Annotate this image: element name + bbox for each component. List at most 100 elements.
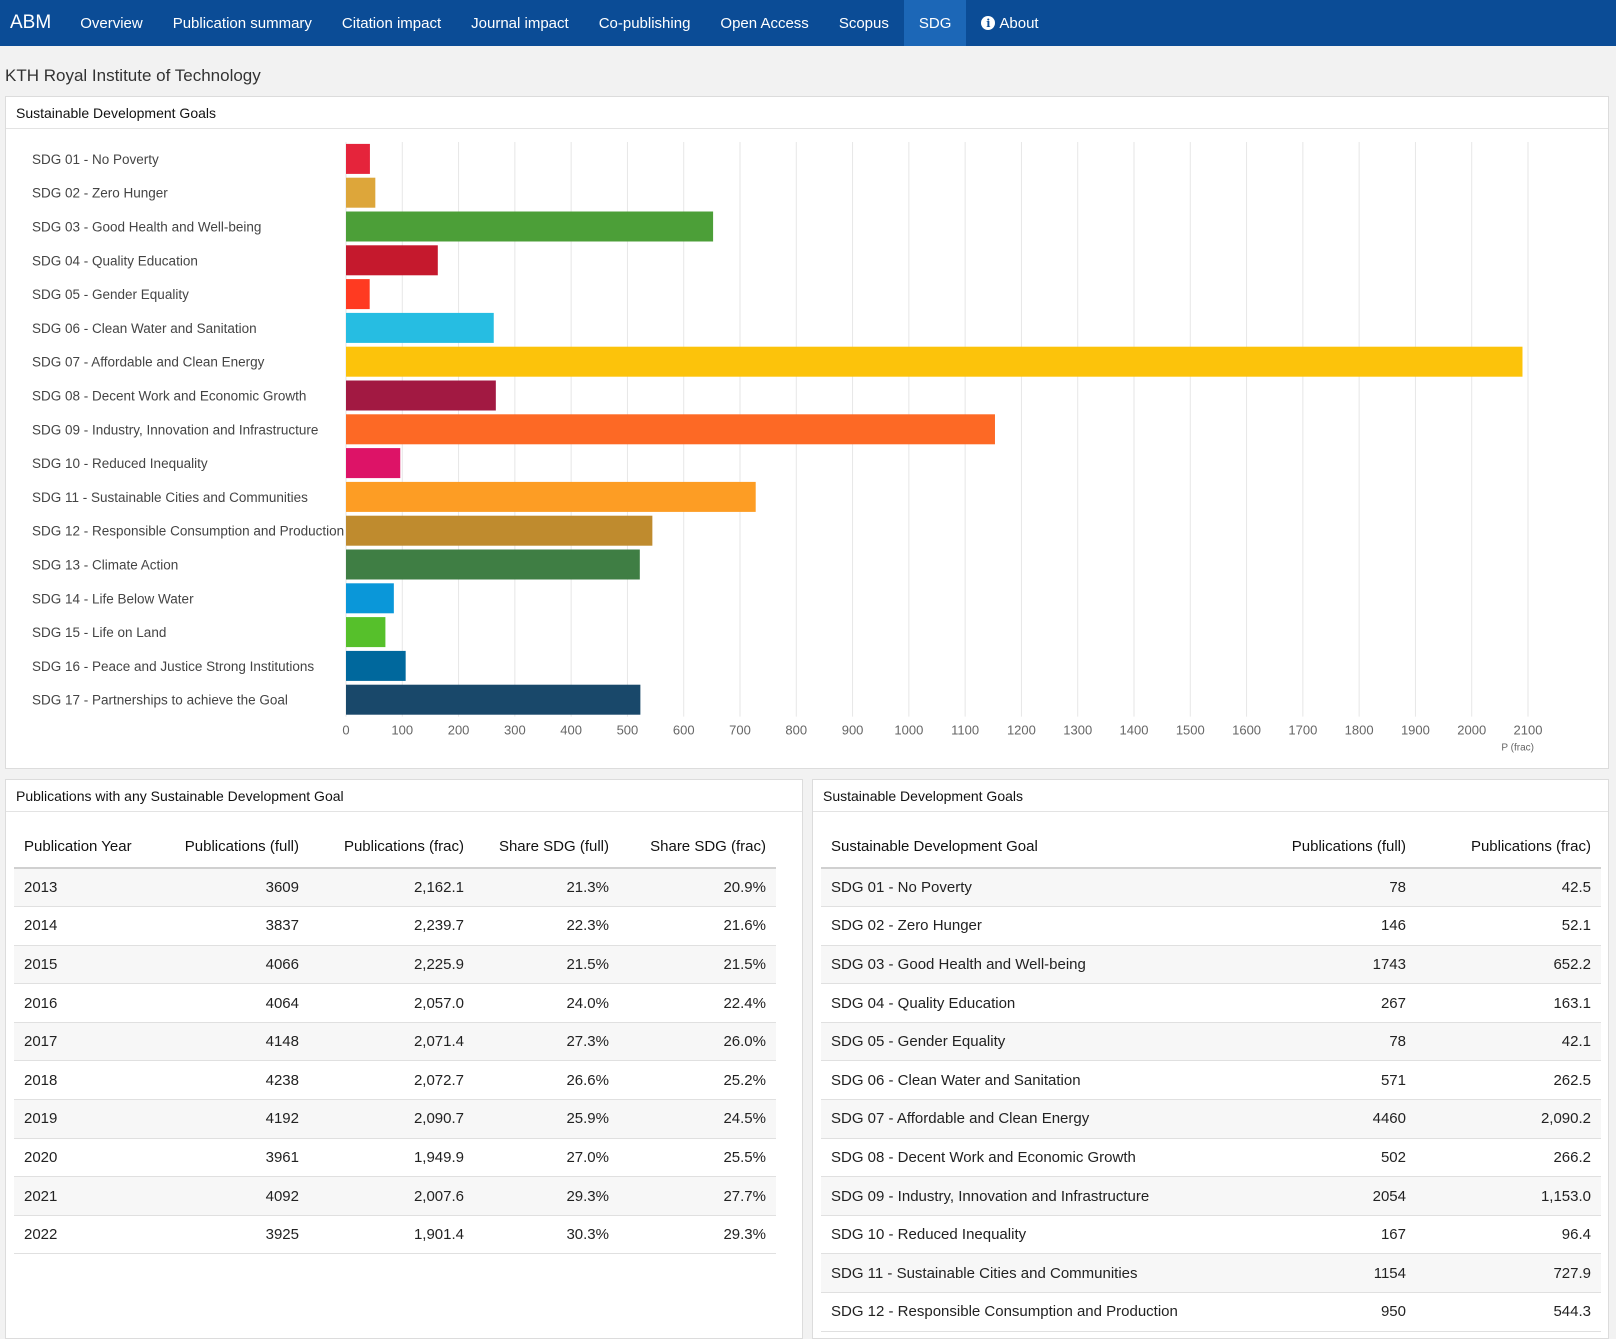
table-cell: SDG 05 - Gender Equality <box>821 1022 1251 1062</box>
bar <box>346 650 406 681</box>
table-cell: 30.3% <box>474 1215 619 1255</box>
bar <box>346 143 370 174</box>
nav-sdg[interactable]: SDG <box>903 0 967 46</box>
nav-publication-summary[interactable]: Publication summary <box>172 14 312 32</box>
nav-journal-impact[interactable]: Journal impact <box>471 14 569 32</box>
column-header[interactable]: Publications (full) <box>164 826 309 869</box>
x-tick-label: 2100 <box>1514 723 1543 738</box>
table-cell: 2,057.0 <box>309 983 474 1023</box>
bar <box>346 481 756 512</box>
category-label: SDG 09 - Industry, Innovation and Infras… <box>32 422 318 437</box>
nav-open-access[interactable]: Open Access <box>720 14 809 32</box>
x-tick-label: 200 <box>448 723 470 738</box>
x-tick-label: 1900 <box>1401 723 1430 738</box>
table-cell: 146 <box>1251 906 1416 946</box>
table-cell: 502 <box>1251 1138 1416 1178</box>
category-label: SDG 14 - Life Below Water <box>32 591 194 606</box>
category-label: SDG 16 - Peace and Justice Strong Instit… <box>32 659 314 674</box>
table-cell: 2020 <box>14 1138 164 1178</box>
column-header[interactable]: Share SDG (frac) <box>619 826 776 869</box>
table-cell: 4460 <box>1251 1099 1416 1139</box>
table-cell: 167 <box>1251 1215 1416 1255</box>
nav-co-publishing[interactable]: Co-publishing <box>598 14 691 32</box>
bar <box>346 684 641 715</box>
publications-table: Publication Year Publications (full) Publi… <box>14 826 776 1255</box>
table-cell: 262.5 <box>1416 1060 1601 1101</box>
table-row: 2014 3837 2,239.7 22.3% 21.6% <box>14 906 776 946</box>
x-tick-label: 1200 <box>1007 723 1036 738</box>
table-row: 2013 3609 2,162.1 21.3% 20.9% <box>14 868 776 908</box>
bar <box>346 448 401 479</box>
nav-overview[interactable]: Overview <box>80 14 143 32</box>
column-header[interactable]: Publication Year <box>14 826 164 869</box>
table-cell: 24.5% <box>619 1099 776 1139</box>
table-cell: 2,162.1 <box>309 868 474 908</box>
nav-citation-impact[interactable]: Citation impact <box>341 14 442 32</box>
table-cell: 78 <box>1251 1022 1416 1062</box>
table-row: SDG 03 - Good Health and Well-being 1743 6… <box>821 945 1601 985</box>
x-tick-label: 600 <box>673 723 695 738</box>
column-header[interactable]: Publications (frac) <box>309 826 474 869</box>
column-header[interactable]: Publications (frac) <box>1416 826 1601 869</box>
table-cell: 26.0% <box>619 1022 776 1062</box>
nav-about[interactable]: i About <box>966 0 1053 46</box>
x-tick-label: 700 <box>729 723 751 738</box>
table-cell: 27.3% <box>474 1022 619 1062</box>
x-tick-label: 900 <box>842 723 864 738</box>
table-cell: 24.0% <box>474 983 619 1023</box>
table-row: SDG 11 - Sustainable Cities and Communit… <box>821 1253 1601 1294</box>
table-cell: 4092 <box>164 1176 309 1216</box>
sdg-chart-card: Sustainable Development Goals 0 100 200 300… <box>5 96 1609 769</box>
top-navbar: ABM Overview Publication summary Citatio… <box>0 0 1616 46</box>
table-cell: 4066 <box>164 945 309 985</box>
column-header[interactable]: Share SDG (full) <box>474 826 619 869</box>
table-cell: 4238 <box>164 1060 309 1101</box>
table-cell: 1,901.4 <box>309 1215 474 1255</box>
table-cell: SDG 09 - Industry, Innovation and Infras… <box>821 1176 1251 1216</box>
table-cell: 3961 <box>164 1138 309 1178</box>
table-cell: 78 <box>1251 868 1416 908</box>
bar <box>346 279 370 310</box>
table-cell: 25.5% <box>619 1138 776 1178</box>
category-label: SDG 03 - Good Health and Well-being <box>32 220 261 235</box>
nav-scopus[interactable]: Scopus <box>838 14 889 32</box>
x-tick-label: 1100 <box>951 723 979 738</box>
table-row: 2017 4148 2,071.4 27.3% 26.0% <box>14 1022 776 1062</box>
table-cell: SDG 01 - No Poverty <box>821 868 1251 908</box>
table-cell: 727.9 <box>1416 1253 1601 1294</box>
x-tick-label: 1500 <box>1176 723 1205 738</box>
category-label: SDG 12 - Responsible Consumption and Pro… <box>32 524 344 539</box>
category-label: SDG 04 - Quality Education <box>32 253 198 268</box>
x-tick-label: 0 <box>342 723 349 738</box>
category-label: SDG 07 - Affordable and Clean Energy <box>32 355 265 370</box>
sdg-bar-chart: 0 100 200 300 400 500 600 700 800 900 1000 1100 1200… <box>32 142 1543 754</box>
table-row: SDG 09 - Industry, Innovation and Infras… <box>821 1176 1601 1216</box>
table-cell: 20.9% <box>619 868 776 908</box>
table-cell: SDG 07 - Affordable and Clean Energy <box>821 1099 1251 1139</box>
category-label: SDG 05 - Gender Equality <box>32 287 189 302</box>
table-cell: 22.4% <box>619 983 776 1023</box>
bar <box>346 346 1523 377</box>
table-cell: 1,949.9 <box>309 1138 474 1178</box>
table-row: 2015 4066 2,225.9 21.5% 21.5% <box>14 945 776 985</box>
column-header[interactable]: Publications (full) <box>1251 826 1416 869</box>
bar <box>346 177 376 208</box>
bar <box>346 617 386 648</box>
table-cell: SDG 12 - Responsible Consumption and Pro… <box>821 1292 1251 1332</box>
column-header[interactable]: Sustainable Development Goal <box>821 826 1251 869</box>
table-cell: 2,007.6 <box>309 1176 474 1216</box>
category-label: SDG 02 - Zero Hunger <box>32 186 168 201</box>
x-tick-label: 2000 <box>1457 723 1486 738</box>
bar <box>346 245 438 276</box>
table-row: SDG 01 - No Poverty 78 42.5 <box>821 868 1601 908</box>
brand-logo[interactable]: ABM <box>10 12 52 33</box>
category-label: SDG 13 - Climate Action <box>32 558 178 573</box>
page-title: KTH Royal Institute of Technology <box>5 66 261 85</box>
table-cell: SDG 08 - Decent Work and Economic Growth <box>821 1138 1251 1178</box>
table-cell: 21.5% <box>619 945 776 985</box>
table-cell: 29.3% <box>619 1215 776 1255</box>
table-row: 2021 4092 2,007.6 29.3% 27.7% <box>14 1176 776 1216</box>
category-label: SDG 11 - Sustainable Cities and Communit… <box>32 490 308 505</box>
table-cell: 1154 <box>1251 1253 1416 1294</box>
category-label: SDG 10 - Reduced Inequality <box>32 456 208 471</box>
